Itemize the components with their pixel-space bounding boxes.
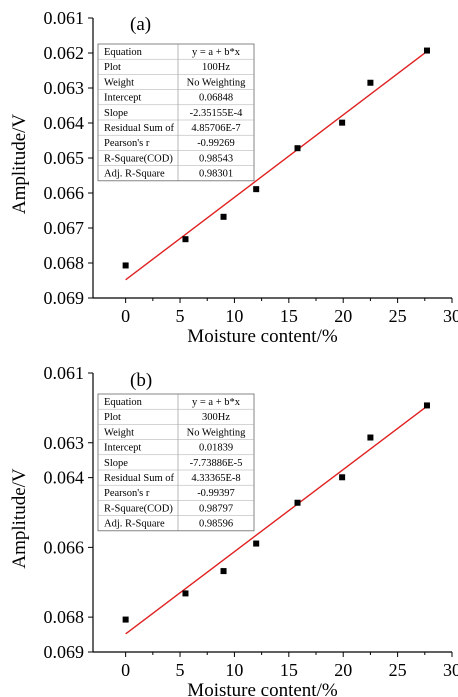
x-axis-title: Moisture content/% [187, 680, 338, 697]
y-tick-label: 0.066 [44, 183, 85, 203]
y-tick-label: 0.068 [44, 253, 85, 273]
x-tick-label: 20 [334, 660, 352, 680]
data-point [367, 434, 374, 441]
stats-key: Residual Sum of [104, 473, 175, 484]
stats-key: Pearson's r [104, 138, 150, 149]
fit-line [125, 49, 429, 281]
stats-value: 0.01839 [199, 443, 233, 454]
fit-stats-table: Equation y = a + b*x Plot 100Hz Weight No Wei… [97, 43, 255, 182]
x-tick-label: 10 [225, 660, 243, 680]
stats-value: No Weighting [187, 427, 246, 438]
x-tick-label: 15 [280, 660, 298, 680]
stats-value: -7.73886E-5 [190, 458, 243, 469]
y-axis-title: Amplitude/V [9, 114, 30, 215]
stats-key: R-Square(COD) [104, 153, 173, 164]
y-tick-label: 0.066 [44, 537, 85, 557]
x-tick-label: 5 [176, 660, 185, 680]
stats-value: 0.98797 [199, 503, 233, 514]
data-point [367, 79, 374, 86]
data-point [253, 540, 260, 547]
stats-value: 0.06848 [199, 93, 233, 104]
y-tick-label: 0.063 [44, 433, 85, 453]
y-tick-label: 0.069 [44, 642, 85, 662]
x-tick-label: 25 [389, 306, 407, 326]
x-tick-label: 5 [176, 306, 185, 326]
stats-key: Equation [104, 397, 143, 408]
stats-key: Intercept [104, 443, 141, 454]
stats-value: No Weighting [187, 77, 246, 88]
stats-table-frame [97, 43, 255, 182]
stats-key: Pearson's r [104, 488, 150, 499]
stats-table-frame [97, 393, 255, 532]
x-tick-label: 25 [389, 660, 407, 680]
data-point [253, 186, 260, 193]
stats-value: 300Hz [202, 412, 230, 423]
panel-label: (a) [130, 14, 151, 35]
stats-value: 0.98596 [199, 519, 233, 530]
x-tick-label: 30 [443, 660, 458, 680]
x-tick-label: 15 [280, 306, 298, 326]
data-point [294, 499, 301, 506]
x-tick-label: 30 [443, 306, 458, 326]
fit-stats-table: Equation y = a + b*x Plot 300Hz Weight No Wei… [97, 393, 255, 532]
data-point [339, 474, 346, 481]
stats-value: 100Hz [202, 62, 230, 73]
y-tick-label: 0.068 [44, 607, 85, 627]
data-point [182, 236, 189, 243]
data-point [122, 262, 129, 269]
stats-value: 4.33365E-8 [191, 473, 240, 484]
y-tick-label: 0.069 [44, 288, 85, 308]
panel-label: (b) [130, 370, 152, 391]
stats-key: R-Square(COD) [104, 503, 173, 514]
y-tick-label: 0.065 [44, 148, 85, 168]
y-tick-label: 0.064 [44, 468, 85, 488]
data-point [423, 47, 430, 54]
stats-value: -0.99397 [197, 488, 235, 499]
stats-value: y = a + b*x [192, 397, 241, 408]
data-point [339, 119, 346, 126]
x-tick-label: 0 [121, 660, 130, 680]
data-point [220, 213, 227, 220]
stats-key: Adj. R-Square [104, 519, 165, 530]
stats-key: Equation [104, 47, 143, 58]
y-tick-label: 0.067 [44, 218, 85, 238]
stats-key: Slope [104, 458, 128, 469]
stats-value: -0.99269 [197, 138, 235, 149]
y-tick-label: 0.061 [44, 8, 85, 28]
y-tick-label: 0.062 [44, 43, 85, 63]
x-axis-title: Moisture content/% [187, 326, 338, 347]
stats-key: Residual Sum of [104, 123, 175, 134]
data-point [182, 590, 189, 597]
stats-key: Adj. R-Square [104, 169, 165, 180]
x-tick-label: 10 [225, 306, 243, 326]
stats-key: Weight [104, 427, 134, 438]
y-tick-label: 0.064 [44, 113, 85, 133]
fit-line [125, 404, 429, 635]
stats-value: -2.35155E-4 [190, 108, 244, 119]
stats-key: Weight [104, 77, 134, 88]
y-axis-title: Amplitude/V [9, 468, 30, 569]
stats-value: y = a + b*x [192, 47, 241, 58]
chart-panel-b: 0 5 10 15 20 25 30 0.061 0.063 0.064 0.066 0.068 0.0… [9, 363, 458, 697]
stats-value: 0.98543 [199, 153, 233, 164]
x-tick-label: 20 [334, 306, 352, 326]
stats-key: Plot [104, 412, 121, 423]
data-point [423, 402, 430, 409]
chart-panel-a: 0 5 10 15 20 25 30 0.061 0.062 0.063 0.064 0.065 0.0… [9, 8, 458, 347]
stats-value: 4.85706E-7 [191, 123, 240, 134]
y-tick-label: 0.061 [44, 363, 85, 383]
stats-key: Plot [104, 62, 121, 73]
y-tick-label: 0.063 [44, 78, 85, 98]
stats-key: Slope [104, 108, 128, 119]
stats-key: Intercept [104, 93, 141, 104]
data-point [294, 145, 301, 152]
data-point [122, 616, 129, 623]
data-point [220, 568, 227, 575]
x-tick-label: 0 [121, 306, 130, 326]
stats-value: 0.98301 [199, 169, 233, 180]
